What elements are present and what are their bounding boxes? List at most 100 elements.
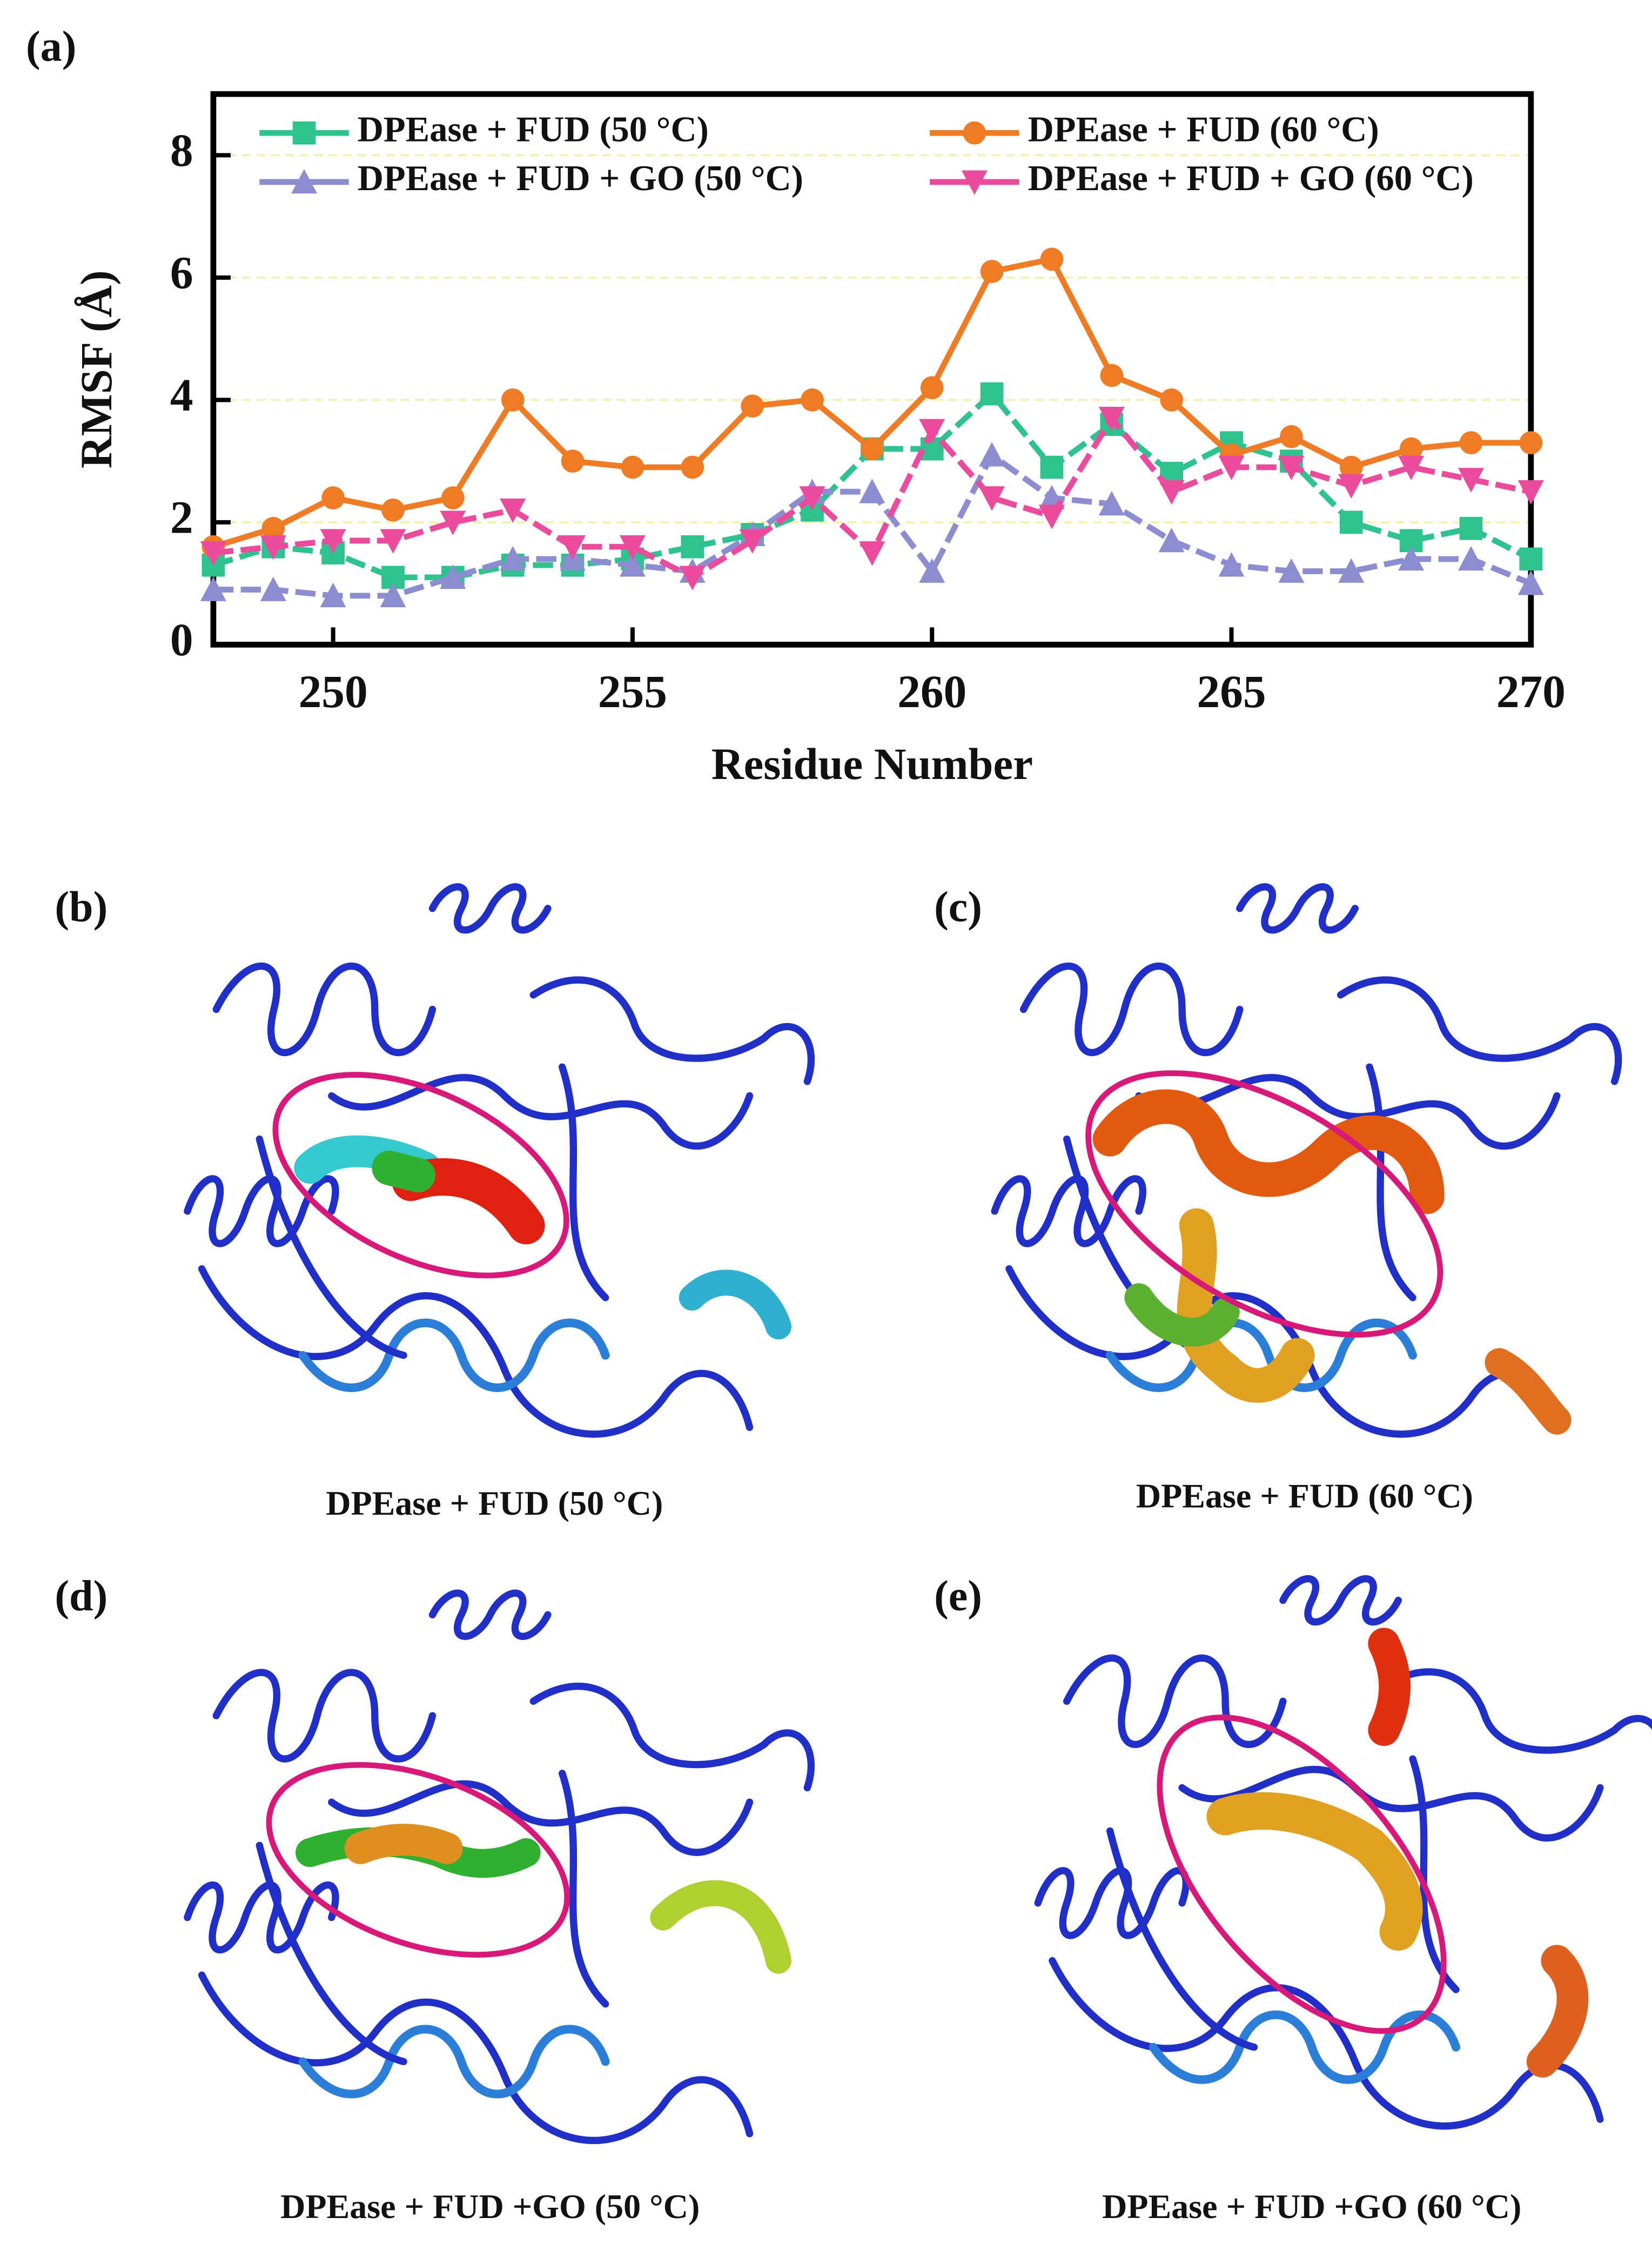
marker bbox=[980, 260, 1004, 283]
marker bbox=[440, 510, 466, 535]
structure-c bbox=[995, 887, 1619, 1434]
marker bbox=[1458, 546, 1485, 571]
panel-label: (b) bbox=[55, 883, 108, 931]
marker bbox=[1459, 516, 1483, 540]
legend-label: DPEase + FUD + GO (50 °C) bbox=[358, 159, 803, 198]
marker bbox=[919, 558, 945, 583]
marker bbox=[1278, 558, 1305, 583]
marker bbox=[1399, 437, 1423, 461]
marker bbox=[979, 486, 1005, 511]
plot-frame bbox=[210, 91, 1534, 648]
marker bbox=[200, 576, 226, 601]
marker bbox=[1038, 505, 1065, 529]
x-tick-label: 270 bbox=[1496, 667, 1566, 717]
structure-caption: DPEase + FUD (60 °C) bbox=[1136, 1476, 1473, 1515]
marker bbox=[799, 486, 825, 511]
marker bbox=[739, 529, 765, 554]
marker bbox=[260, 576, 286, 601]
y-tick-label: 2 bbox=[170, 492, 193, 543]
marker bbox=[1459, 431, 1483, 455]
marker bbox=[381, 498, 405, 522]
marker bbox=[1100, 364, 1124, 387]
y-axis-title: RMSF (Å) bbox=[71, 270, 121, 468]
x-tick-label: 250 bbox=[299, 667, 368, 717]
marker bbox=[1098, 407, 1125, 432]
marker bbox=[320, 529, 346, 554]
x-tick-label: 260 bbox=[897, 667, 966, 717]
marker bbox=[560, 535, 586, 560]
marker bbox=[1517, 570, 1544, 595]
marker bbox=[1278, 455, 1305, 480]
marker bbox=[1338, 558, 1365, 583]
marker bbox=[681, 455, 704, 479]
marker bbox=[859, 479, 885, 503]
structure-b bbox=[187, 887, 811, 1434]
structure-d bbox=[187, 1593, 811, 2140]
marker bbox=[979, 442, 1005, 467]
structure-caption: DPEase + FUD (50 °C) bbox=[326, 1484, 663, 1522]
marker bbox=[980, 382, 1004, 406]
y-tick-label: 6 bbox=[170, 247, 193, 298]
marker bbox=[501, 388, 525, 412]
legend-label: DPEase + FUD + GO (60 °C) bbox=[1028, 159, 1474, 198]
marker bbox=[801, 388, 824, 412]
panel-label: (a) bbox=[26, 23, 76, 70]
y-tick-label: 4 bbox=[170, 370, 193, 421]
x-tick-label: 265 bbox=[1197, 667, 1266, 717]
marker bbox=[561, 449, 585, 473]
marker bbox=[861, 437, 884, 461]
marker bbox=[1519, 431, 1543, 455]
marker bbox=[1280, 425, 1303, 448]
structure-caption: DPEase + FUD +GO (60 °C) bbox=[1102, 2187, 1521, 2226]
marker bbox=[321, 486, 345, 509]
marker bbox=[1098, 490, 1125, 516]
marker bbox=[1517, 480, 1544, 505]
marker bbox=[919, 419, 945, 444]
structure-caption: DPEase + FUD +GO (50 °C) bbox=[280, 2187, 700, 2226]
marker bbox=[1160, 388, 1184, 412]
legend-label: DPEase + FUD (50 °C) bbox=[358, 110, 709, 149]
marker bbox=[1158, 480, 1185, 505]
marker bbox=[963, 121, 986, 145]
marker bbox=[260, 535, 286, 560]
x-tick-label: 255 bbox=[598, 667, 667, 717]
marker bbox=[380, 529, 406, 554]
marker bbox=[1339, 510, 1363, 534]
marker bbox=[320, 582, 346, 608]
marker bbox=[500, 546, 526, 571]
marker bbox=[440, 564, 466, 589]
marker bbox=[1218, 552, 1245, 577]
marker bbox=[291, 169, 318, 194]
marker bbox=[1158, 527, 1185, 553]
marker bbox=[1040, 247, 1064, 271]
marker bbox=[859, 541, 885, 566]
legend-label: DPEase + FUD (60 °C) bbox=[1028, 110, 1379, 149]
y-tick-label: 8 bbox=[170, 125, 193, 176]
marker bbox=[1338, 474, 1365, 499]
marker bbox=[1218, 455, 1245, 480]
structure-e bbox=[1038, 1579, 1652, 2126]
marker bbox=[500, 498, 526, 523]
marker bbox=[1519, 547, 1543, 571]
marker bbox=[1398, 546, 1425, 571]
marker bbox=[1040, 455, 1064, 479]
marker bbox=[961, 170, 988, 195]
marker bbox=[681, 535, 704, 559]
marker bbox=[1398, 455, 1425, 480]
x-axis-title: Residue Number bbox=[711, 739, 1033, 789]
y-tick-label: 0 bbox=[170, 615, 193, 666]
marker bbox=[261, 516, 285, 540]
marker bbox=[619, 535, 646, 560]
panel-label: (d) bbox=[55, 1572, 108, 1620]
marker bbox=[441, 486, 465, 509]
marker bbox=[292, 121, 316, 145]
marker bbox=[621, 455, 644, 479]
marker bbox=[1339, 455, 1363, 479]
marker bbox=[920, 376, 944, 400]
marker bbox=[200, 541, 226, 566]
marker bbox=[679, 566, 706, 590]
marker bbox=[619, 552, 646, 577]
marker bbox=[380, 582, 406, 608]
panel-label: (c) bbox=[934, 883, 982, 931]
